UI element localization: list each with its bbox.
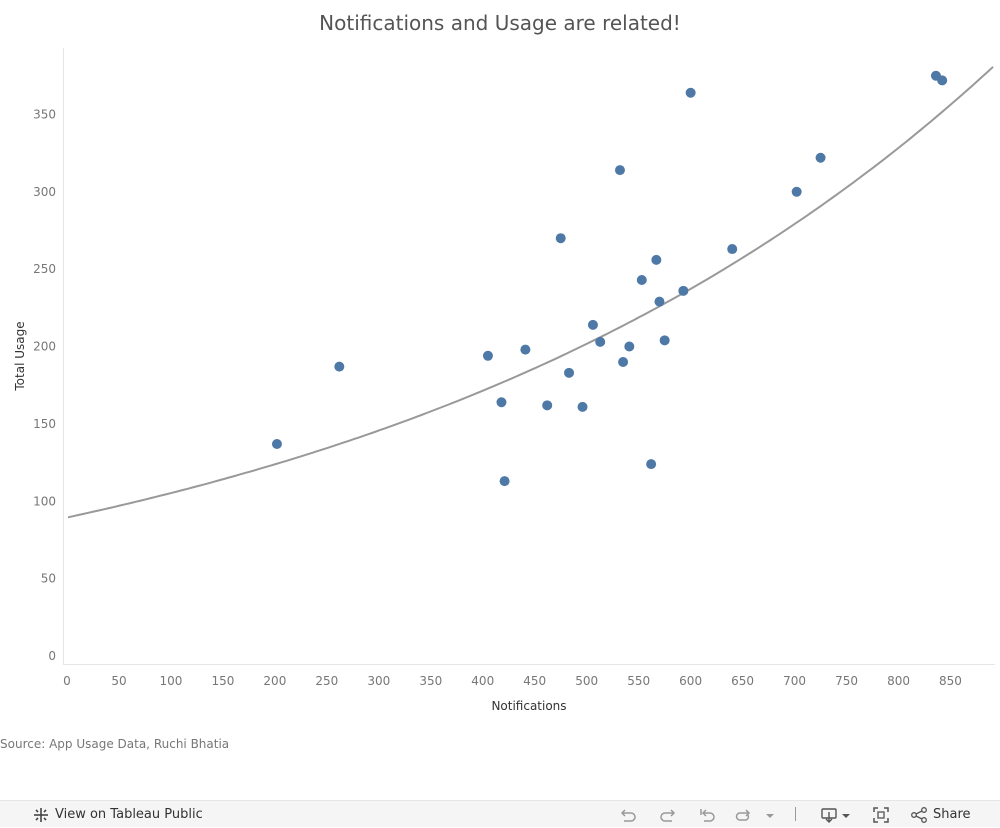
x-tick-label: 650 [731,674,754,688]
data-point[interactable] [520,344,531,355]
trend-line-group [67,66,994,519]
data-point[interactable] [651,254,662,265]
x-tick-label: 400 [471,674,494,688]
data-point[interactable] [685,87,696,98]
share-button[interactable]: Share [910,801,971,828]
undo-icon [620,808,636,822]
fullscreen-button[interactable] [872,801,890,828]
redo-icon [660,808,676,822]
refresh-button[interactable] [734,801,752,828]
data-point[interactable] [595,336,606,347]
data-point[interactable] [496,397,507,408]
y-tick-label: 100 [33,494,56,508]
fullscreen-icon [873,806,889,823]
data-point[interactable] [499,476,510,487]
x-tick-label: 100 [159,674,182,688]
data-point[interactable] [555,233,566,244]
view-on-tableau-link[interactable]: View on Tableau Public [32,801,203,828]
x-tick-label: 50 [111,674,126,688]
data-point[interactable] [727,244,738,255]
y-tick-label: 200 [33,340,56,354]
data-point[interactable] [636,274,647,285]
data-point[interactable] [678,285,689,296]
y-tick-label: 350 [33,107,56,121]
data-point[interactable] [577,401,588,412]
x-tick-label: 0 [63,674,71,688]
dropdown-icon [766,813,774,818]
undo-button[interactable] [619,801,637,828]
x-tick-label: 750 [835,674,858,688]
data-point[interactable] [791,186,802,197]
refresh-dropdown[interactable] [765,801,775,828]
source-note: Source: App Usage Data, Ruchi Bhatia [0,737,230,751]
revert-button[interactable] [698,801,716,828]
x-tick-label: 600 [679,674,702,688]
y-tick-label: 150 [33,417,56,431]
x-tick-label: 850 [939,674,962,688]
data-point[interactable] [614,165,625,176]
data-point[interactable] [937,75,948,86]
x-tick-label: 550 [627,674,650,688]
share-label: Share [933,807,971,822]
data-point[interactable] [646,459,657,470]
x-axis-title: Notifications [491,699,566,713]
x-tick-labels: 0 50 100 150 200 250 300 350 400 450 500 550 600 650 7… [63,674,962,688]
scatter-plot: 0 50 100 150 200 250 300 350 400 450 500 550 600 650 7… [13,48,995,713]
view-on-tableau-label: View on Tableau Public [55,807,203,822]
y-tick-labels: 0 50 100 150 200 250 300 350 [33,107,56,663]
download-icon [821,807,850,823]
data-point[interactable] [542,400,553,411]
data-point[interactable] [659,335,670,346]
trend-line[interactable] [67,66,994,519]
data-point[interactable] [815,152,826,163]
x-tick-label: 450 [523,674,546,688]
data-point[interactable] [271,439,282,450]
x-tick-label: 250 [315,674,338,688]
x-tick-label: 300 [367,674,390,688]
data-point[interactable] [654,296,665,307]
axes [63,48,995,665]
data-points [271,70,948,487]
y-tick-label: 300 [33,185,56,199]
tableau-logo-icon [34,807,48,822]
data-point[interactable] [587,319,598,330]
toolbar-divider [795,807,796,821]
data-point[interactable] [564,367,575,378]
chart-title: Notifications and Usage are related! [319,11,681,35]
revert-icon [700,808,715,822]
data-point[interactable] [618,356,629,367]
x-tick-label: 800 [887,674,910,688]
y-tick-label: 0 [48,649,56,663]
x-tick-label: 200 [263,674,286,688]
x-tick-label: 700 [783,674,806,688]
y-tick-label: 250 [33,262,56,276]
y-axis-title: Total Usage [13,321,27,391]
download-button[interactable] [820,801,850,828]
redo-button[interactable] [659,801,677,828]
tableau-toolbar: View on Tableau Public Share [0,800,1000,827]
data-point[interactable] [624,341,635,352]
x-tick-label: 500 [575,674,598,688]
share-icon [911,806,927,823]
y-tick-label: 50 [41,572,56,586]
data-point[interactable] [334,361,345,372]
x-tick-label: 150 [211,674,234,688]
x-tick-label: 350 [419,674,442,688]
refresh-icon [735,808,751,821]
data-point[interactable] [482,350,493,361]
